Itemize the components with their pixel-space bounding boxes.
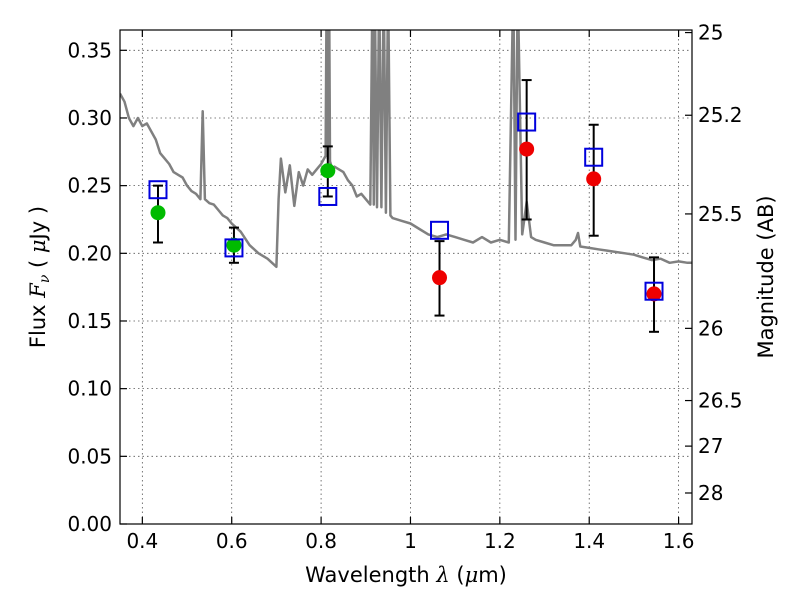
data-point-circle (586, 171, 602, 187)
plot-frame (119, 29, 693, 525)
y-tick-label: 0.10 (67, 377, 112, 401)
y2-axis: 25 25.2 25.5 26 26.5 27 28 (685, 21, 743, 505)
y2-axis-label: Magnitude (AB) (754, 195, 778, 358)
data-point-circle (432, 270, 448, 286)
y2-tick-label: 26 (698, 316, 723, 340)
y-axis-label: Flux Fν ( μJy ) (26, 206, 53, 348)
y-axis: 0.00 0.05 0.10 0.15 0.20 0.25 0.30 0.35 (67, 38, 127, 536)
y2-tick-label: 25 (698, 21, 723, 45)
x-axis-label: Wavelength λ (μm) (305, 563, 507, 587)
y2-tick-label: 25.5 (698, 202, 743, 226)
data-point-circle (320, 163, 336, 179)
data-point-square (644, 281, 664, 301)
y-tick-label: 0.15 (67, 309, 112, 333)
data-point-square (148, 180, 168, 200)
y2-tick-label: 26.5 (698, 389, 743, 413)
template-spectrum-line (120, 30, 692, 269)
data-point-square (584, 147, 604, 167)
data-point-circle (646, 286, 662, 302)
data-points-layer (148, 79, 664, 333)
template-spectrum-layer (120, 30, 692, 269)
x-tick-label: 0.4 (126, 529, 158, 553)
data-point-circle (226, 237, 242, 253)
data-point-square (517, 112, 537, 132)
data-point-square (224, 238, 244, 258)
y-tick-label: 0.00 (67, 512, 112, 536)
x-tick-label: 0.6 (216, 529, 248, 553)
data-point-circle (519, 141, 535, 157)
grid (120, 30, 692, 524)
x-tick-label: 1.4 (573, 529, 605, 553)
x-axis: 0.4 0.6 0.8 1 1.2 1.4 1.6 (126, 30, 695, 553)
x-tick-label: 1 (404, 529, 417, 553)
data-point-circle (150, 205, 166, 221)
x-tick-label: 0.8 (305, 529, 337, 553)
x-tick-label: 1.6 (663, 529, 695, 553)
y-tick-label: 0.35 (67, 38, 112, 62)
y2-tick-label: 25.2 (698, 103, 743, 127)
y-tick-label: 0.30 (67, 106, 112, 130)
y2-tick-label: 28 (698, 481, 723, 505)
data-point-square (318, 186, 338, 206)
y-tick-label: 0.05 (67, 444, 112, 468)
x-tick-label: 1.2 (484, 529, 516, 553)
y-tick-label: 0.25 (67, 174, 112, 198)
y-tick-label: 0.20 (67, 241, 112, 265)
y2-tick-label: 27 (698, 434, 723, 458)
data-point-square (430, 220, 450, 240)
